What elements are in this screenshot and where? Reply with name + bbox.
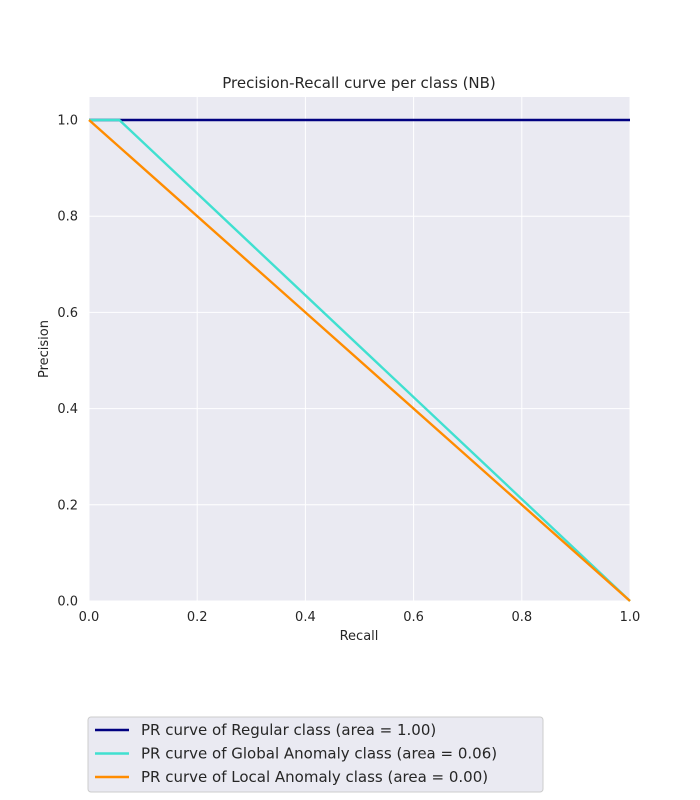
y-tick-label: 0.2 [57,498,78,513]
x-tick-label: 0.4 [295,610,316,625]
x-tick-label: 0.2 [187,610,208,625]
legend-label-2: PR curve of Local Anomaly class (area = … [141,768,488,786]
legend-box [87,716,544,793]
x-tick-label: 0.8 [511,610,532,625]
series-lines [88,118,631,602]
grid-lines [88,97,631,602]
y-tick-label: 0.4 [57,402,78,417]
legend: PR curve of Regular class (area = 1.00) P… [87,716,544,793]
legend-label-1: PR curve of Global Anomaly class (area =… [141,745,497,763]
x-tick-label: 1.0 [620,610,641,625]
legend-label-0: PR curve of Regular class (area = 1.00) [141,721,436,739]
y-axis-label: Precision [37,320,52,378]
chart-title: Precision-Recall curve per class (NB) [222,74,496,92]
x-tick-label: 0.0 [79,610,100,625]
y-tick-label: 0.6 [57,306,78,321]
x-tick-label: 0.6 [403,610,424,625]
y-tick-label: 1.0 [57,114,78,129]
y-tick-label: 0.0 [57,595,78,610]
y-tick-label: 0.8 [57,210,78,225]
series-line-2 [88,119,631,602]
axis-ticks: 0.0 0.2 0.4 0.6 0.8 1.0 0.0 0.2 0.4 0.6 0.8 1.0 [57,114,640,626]
series-line-1 [89,118,631,602]
x-axis-label: Recall [340,629,379,644]
